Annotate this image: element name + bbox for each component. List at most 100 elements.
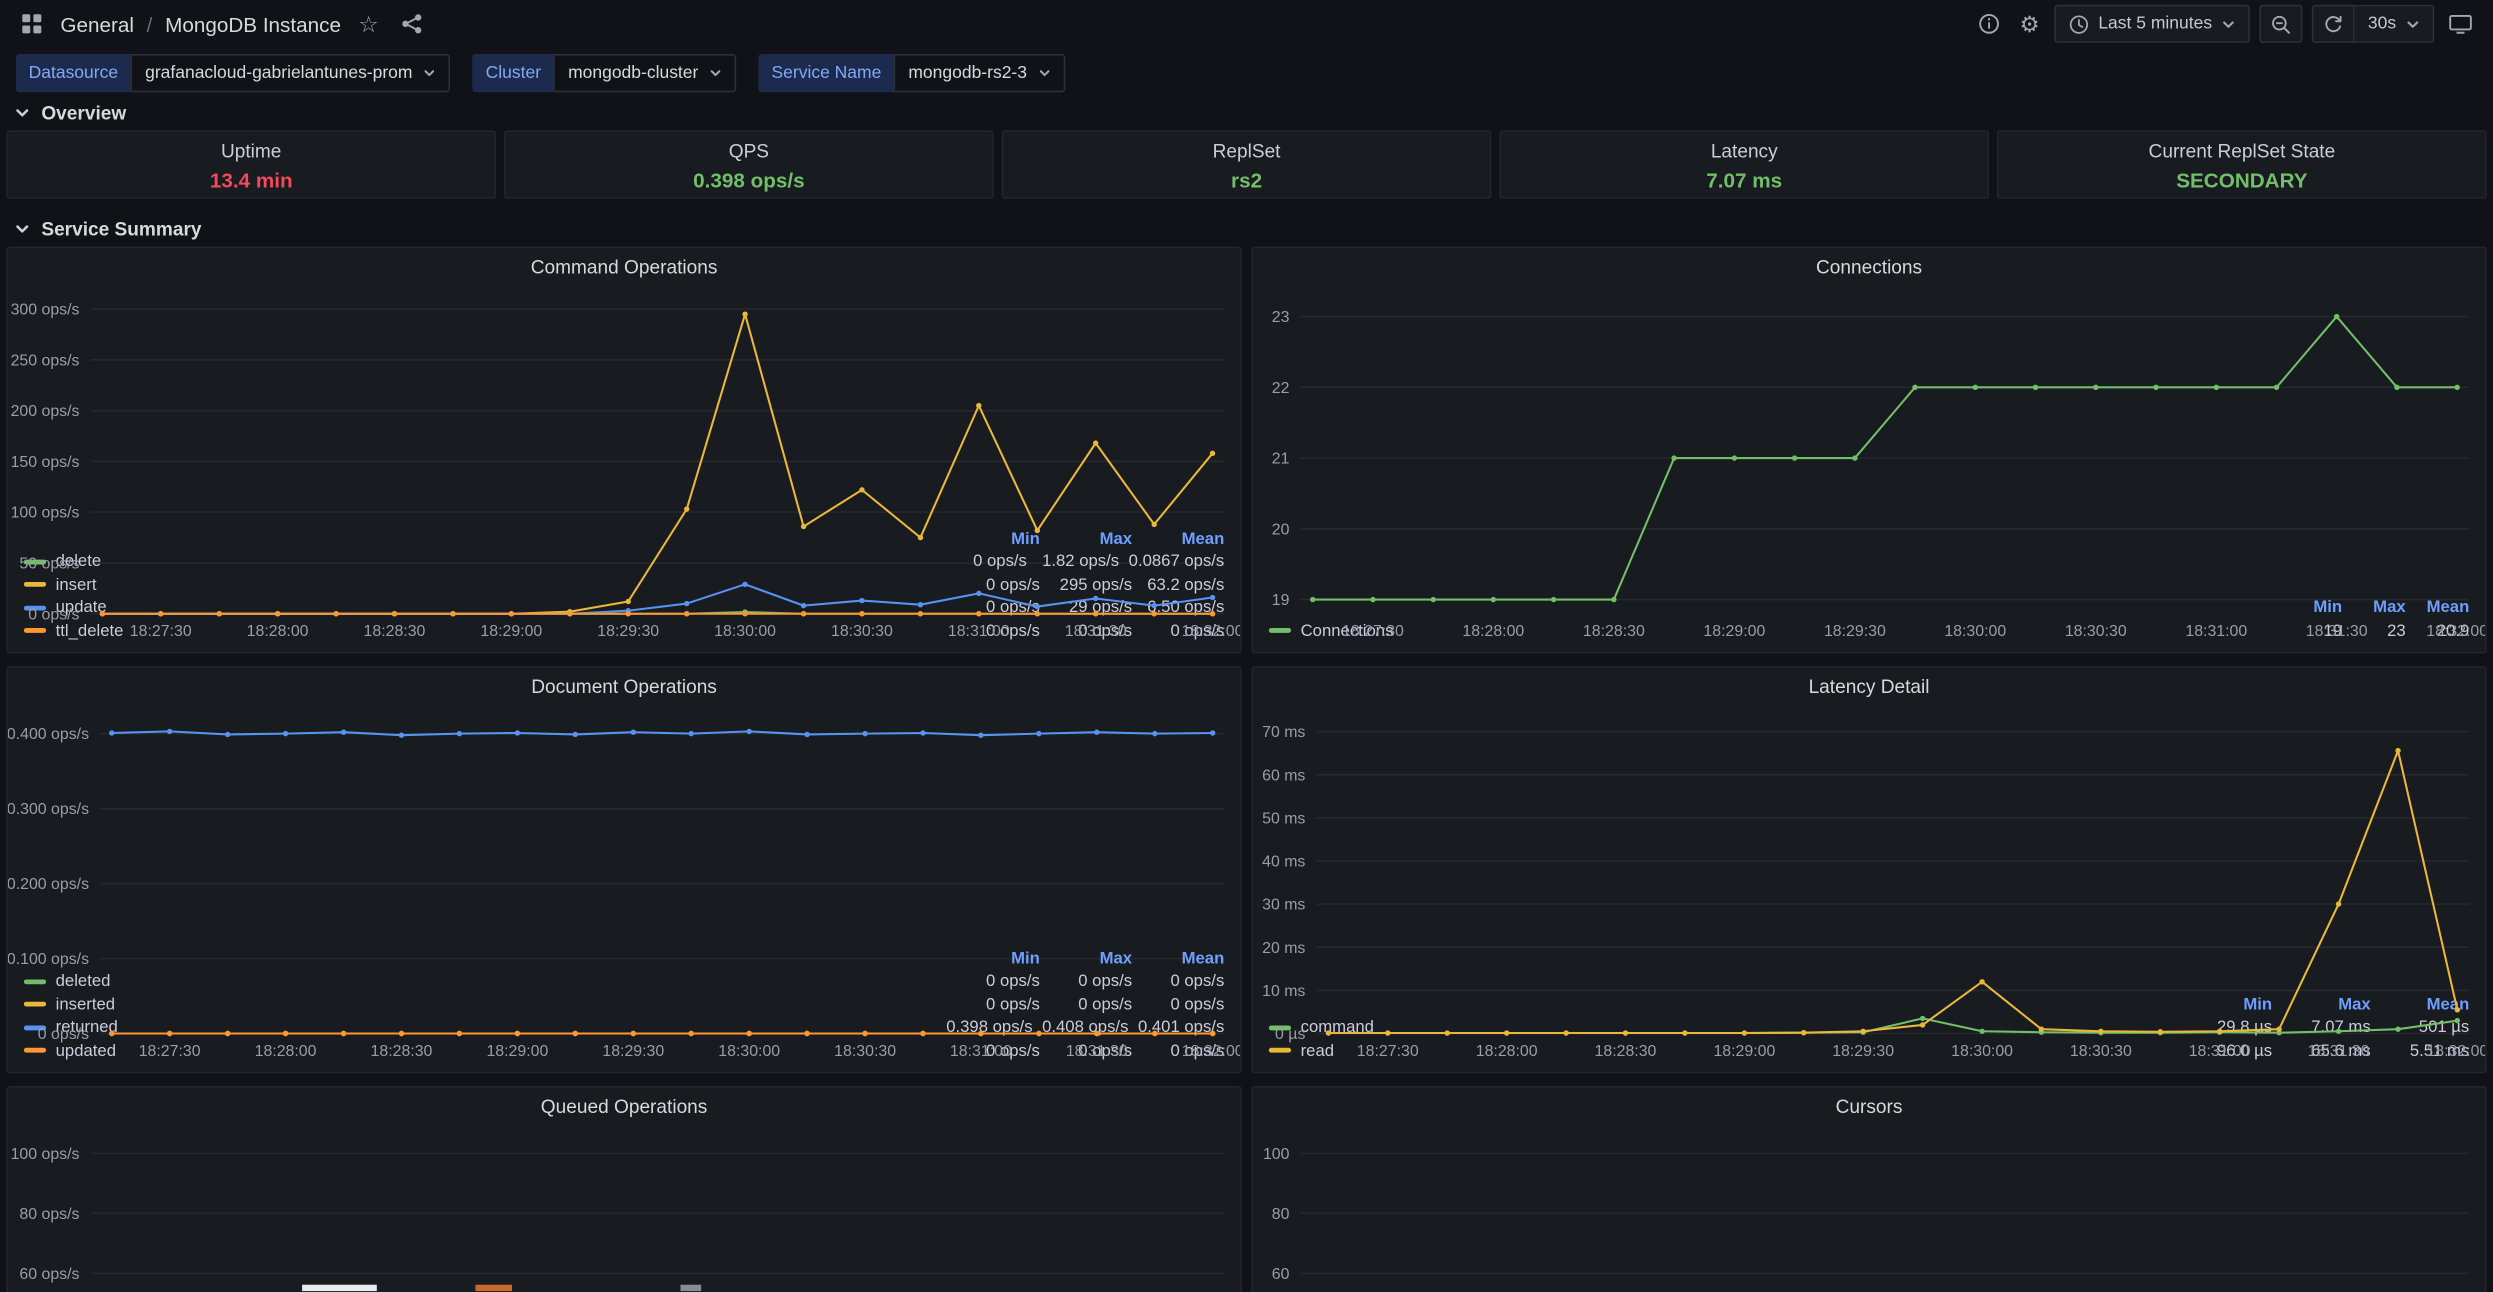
legend-series-toggle[interactable]: Connections <box>1268 621 1393 640</box>
svg-text:18:32:00: 18:32:00 <box>2426 1043 2485 1060</box>
tv-mode-icon[interactable] <box>2444 13 2477 35</box>
legend-sort-header[interactable]: Min <box>2313 598 2343 618</box>
series-color-mark <box>1268 628 1292 634</box>
info-icon[interactable] <box>1973 13 2005 35</box>
legend-series-toggle[interactable]: delete <box>23 552 101 571</box>
connections-plot[interactable]: 19 20 21 22 23 18:27:30 18:28:00 18:28:30 18:29:… <box>1253 286 2485 642</box>
legend-sort-header[interactable]: Min <box>1011 948 1040 968</box>
series-color-mark <box>1268 1048 1292 1053</box>
document-operations-chart[interactable]: 0 ops/s 0.100 ops/s 0.200 ops/s 0.300 ops/s… <box>8 706 1240 1060</box>
legend-sort-header[interactable]: Min <box>2243 994 2273 1015</box>
legend-min-value: 0 ops/s <box>986 1041 1040 1061</box>
legend-max-value: 65.6 ms <box>2311 1041 2371 1061</box>
legend-sort-header[interactable]: Max <box>2373 598 2406 618</box>
document-operations-legend: Min Max Mean deleted 0 ops/s 0 ops/s 0 ops/s in… <box>8 947 1240 1072</box>
legend-sort-header[interactable]: Mean <box>2426 598 2470 618</box>
svg-text:18:29:30: 18:29:30 <box>597 623 659 640</box>
svg-text:18:30:00: 18:30:00 <box>1951 1043 2013 1060</box>
legend-sort-header[interactable]: Max <box>1099 529 1133 549</box>
command-operations-chart[interactable]: 0 ops/s 50 ops/s 100 ops/s 150 ops/s 200 ops… <box>8 286 1241 640</box>
svg-text:18:31:30: 18:31:30 <box>1065 623 1127 640</box>
legend-series-toggle[interactable]: insert <box>23 575 97 594</box>
legend-mean-value: 0.0867 ops/s <box>1128 552 1225 572</box>
series-color-mark <box>23 559 47 565</box>
svg-text:18:29:30: 18:29:30 <box>602 1043 664 1060</box>
refresh-interval-picker[interactable]: 30s <box>2355 4 2435 43</box>
latency-detail-plot[interactable]: 0 µs 10 ms 20 ms 30 ms 40 ms 50 ms 60 ms 70 ms 1… <box>1253 706 2485 1062</box>
stat-title[interactable]: Current ReplSet State <box>2148 139 2336 163</box>
legend-series-toggle[interactable]: ttl_delete <box>23 621 124 640</box>
legend-sort-header[interactable]: Mean <box>1181 529 1225 549</box>
svg-text:80: 80 <box>1272 1206 1290 1223</box>
legend-sort-header[interactable]: Max <box>2338 994 2371 1015</box>
legend-header: Min Max Mean <box>24 527 1224 550</box>
top-navbar: General / MongoDB Instance ☆ ⚙ Last 5 mi… <box>0 0 2493 48</box>
stat-row: Uptime 13.4 min QPS 0.398 ops/s ReplSet … <box>0 130 2493 199</box>
cursors-plot[interactable]: 406080100 <box>1253 1126 2485 1292</box>
legend-header: Min Max Mean <box>1269 993 2469 1016</box>
svg-text:18:28:00: 18:28:00 <box>1476 1043 1538 1060</box>
latency-detail-chart[interactable]: 0 µs 10 ms 20 ms 30 ms 40 ms 50 ms 60 ms 70 ms 1… <box>1253 706 2485 1060</box>
svg-text:18:27:30: 18:27:30 <box>130 623 192 640</box>
legend-series-toggle[interactable]: deleted <box>23 972 111 991</box>
panel-latency: Latency 7.07 ms <box>1499 130 1990 199</box>
legend-series-toggle[interactable]: updated <box>23 1041 116 1060</box>
stat-value: 7.07 ms <box>1706 168 1783 193</box>
clipped-content-fragment <box>680 1284 702 1292</box>
section-overview[interactable]: Overview <box>0 95 2493 130</box>
legend-series-toggle[interactable]: update <box>23 598 107 617</box>
stat-title[interactable]: Uptime <box>220 139 282 163</box>
svg-text:18:28:00: 18:28:00 <box>255 1043 317 1060</box>
service-name-dropdown[interactable]: mongodb-rs2-3 <box>894 54 1066 93</box>
section-service-summary[interactable]: Service Summary <box>0 199 2493 247</box>
clock-icon <box>2068 14 2089 35</box>
stat-title[interactable]: ReplSet <box>1212 139 1281 163</box>
gear-icon[interactable]: ⚙ <box>2019 11 2040 37</box>
stat-title[interactable]: Latency <box>1710 139 1778 163</box>
svg-text:100 ops/s: 100 ops/s <box>11 1146 80 1163</box>
variable-label: Cluster <box>472 54 554 93</box>
cursors-chart[interactable]: 406080100 <box>1253 1126 2485 1292</box>
chevron-down-icon <box>424 67 437 80</box>
svg-text:18:28:30: 18:28:30 <box>371 1043 433 1060</box>
legend-mean-value: 0 ops/s <box>1170 621 1225 641</box>
zoom-out-button[interactable] <box>2259 4 2303 43</box>
legend-series-toggle[interactable]: read <box>1268 1041 1334 1060</box>
legend-min-value: 0 ops/s <box>973 552 1027 572</box>
panel-title[interactable]: Connections <box>1816 255 1923 279</box>
legend-row: delete 0 ops/s 1.82 ops/s 0.0867 ops/s <box>23 550 1225 573</box>
series-color-mark <box>23 582 47 588</box>
svg-text:18:31:00: 18:31:00 <box>950 1043 1012 1060</box>
svg-text:18:27:30: 18:27:30 <box>1357 1043 1419 1060</box>
legend-series-toggle[interactable]: returned <box>23 1018 118 1037</box>
star-icon[interactable]: ☆ <box>358 11 379 37</box>
panel-title[interactable]: Document Operations <box>531 675 717 699</box>
svg-text:18:28:30: 18:28:30 <box>1595 1043 1657 1060</box>
time-range-picker[interactable]: Last 5 minutes <box>2053 4 2251 43</box>
panel-title[interactable]: Latency Detail <box>1808 675 1930 699</box>
svg-text:18:27:30: 18:27:30 <box>139 1043 201 1060</box>
breadcrumb-folder[interactable]: General <box>60 11 134 36</box>
share-icon[interactable] <box>396 13 428 35</box>
panel-title[interactable]: Command Operations <box>530 255 718 279</box>
legend-sort-header[interactable]: Min <box>1011 529 1040 549</box>
legend-max-value: 0 ops/s <box>1078 971 1133 991</box>
cluster-dropdown[interactable]: mongodb-cluster <box>553 54 737 93</box>
datasource-dropdown[interactable]: grafanacloud-gabrielantunes-prom <box>130 54 451 93</box>
stat-title[interactable]: QPS <box>728 139 770 163</box>
command-operations-plot[interactable]: 0 ops/s 50 ops/s 100 ops/s 150 ops/s 200 ops… <box>8 286 1241 642</box>
connections-chart[interactable]: 19 20 21 22 23 18:27:30 18:28:00 18:28:30 18:29:… <box>1253 286 2485 640</box>
legend-sort-header[interactable]: Max <box>1099 948 1133 968</box>
panel-title[interactable]: Cursors <box>1835 1095 1903 1118</box>
legend-sort-header[interactable]: Mean <box>1181 948 1225 968</box>
refresh-button[interactable] <box>2312 4 2356 43</box>
legend-series-toggle[interactable]: inserted <box>23 995 115 1014</box>
document-operations-plot[interactable]: 0 ops/s 0.100 ops/s 0.200 ops/s 0.300 ops/s… <box>8 706 1240 1062</box>
variable-label: Service Name <box>758 54 895 93</box>
apps-grid-icon[interactable] <box>16 13 48 35</box>
svg-text:18:31:30: 18:31:30 <box>2306 623 2368 640</box>
panel-title[interactable]: Queued Operations <box>540 1095 708 1118</box>
svg-text:18:31:30: 18:31:30 <box>2308 1043 2370 1060</box>
